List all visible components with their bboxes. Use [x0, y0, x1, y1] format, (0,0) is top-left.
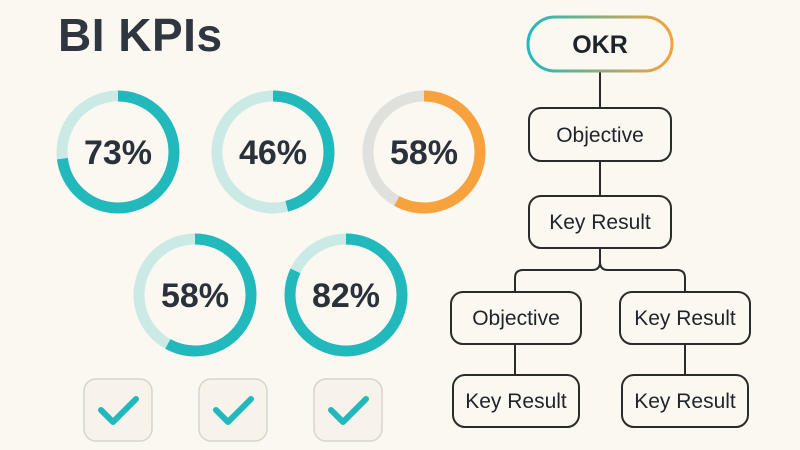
- gauge-progress-arc: [284, 233, 408, 357]
- key-result-node[interactable]: Key Result: [528, 195, 672, 249]
- gauge-progress-arc: [56, 90, 180, 214]
- check-icon: [98, 396, 139, 425]
- gauge-value-label: 73%: [84, 134, 152, 172]
- kpi-gauge-1: 73%: [56, 90, 180, 214]
- right-key-result-child-node[interactable]: Key Result: [621, 374, 749, 428]
- left-objective-label: Objective: [472, 307, 560, 330]
- kpi-gauge-3: 58%: [362, 90, 486, 214]
- page-title: BI KPIs: [58, 9, 223, 61]
- left-key-result-label: Key Result: [465, 390, 567, 413]
- checkbox-2[interactable]: [198, 378, 268, 442]
- kpi-gauge-2: 46%: [211, 90, 335, 214]
- checkbox-1[interactable]: [83, 378, 153, 442]
- right-key-result-child-label: Key Result: [634, 390, 736, 413]
- checkbox-row: [83, 378, 383, 442]
- check-icon: [328, 396, 369, 425]
- kpi-gauges: 73% 46% 58% 58% 82%: [56, 90, 486, 357]
- objective-node[interactable]: Objective: [528, 107, 672, 162]
- gauge-value-label: 58%: [161, 277, 229, 315]
- left-objective-node[interactable]: Objective: [450, 291, 582, 345]
- kpi-gauge-5: 82%: [284, 233, 408, 357]
- check-icon: [213, 396, 254, 425]
- tree-connectors: [514, 71, 686, 375]
- gauge-progress-arc: [362, 90, 486, 214]
- okr-root-label: OKR: [572, 31, 628, 59]
- key-result-label: Key Result: [549, 211, 651, 234]
- right-key-result-node[interactable]: Key Result: [619, 291, 751, 345]
- objective-label: Objective: [556, 124, 644, 147]
- gauge-value-label: 46%: [239, 134, 307, 172]
- gauge-progress-arc: [211, 90, 335, 214]
- gauge-progress-arc: [133, 233, 257, 357]
- right-key-result-label: Key Result: [634, 307, 736, 330]
- gauge-value-label: 58%: [390, 134, 458, 172]
- checkbox-3[interactable]: [313, 378, 383, 442]
- left-key-result-node[interactable]: Key Result: [452, 374, 580, 428]
- okr-root-node[interactable]: OKR: [526, 15, 674, 73]
- kpi-gauge-4: 58%: [133, 233, 257, 357]
- gauge-value-label: 82%: [312, 277, 380, 315]
